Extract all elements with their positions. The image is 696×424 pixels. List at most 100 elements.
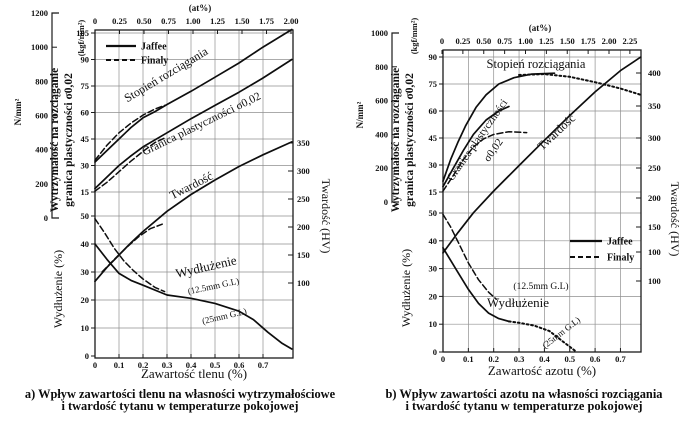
curve-path — [94, 218, 166, 293]
tick-label-strength: 30 — [81, 160, 90, 170]
tick-label-top: 0.75 — [497, 36, 512, 46]
tick-label-outer: 0 — [384, 197, 388, 207]
tick-label-hv: 200 — [648, 193, 661, 203]
curve-path — [518, 73, 642, 96]
tick-label-elongation: 40 — [429, 236, 438, 246]
tick-label-strength: 60 — [81, 107, 90, 117]
axis-label-strength-2: granica plastyczności σ0,02 — [63, 73, 75, 207]
tick-label-outer: 0 — [44, 213, 48, 223]
tick-label-outer: 600 — [35, 111, 48, 121]
axis-label-elongation: Wydłużenie (%) — [399, 249, 413, 327]
tick-label-top: 0.25 — [112, 16, 127, 26]
curve-path — [94, 141, 293, 283]
axis-label-nmm2: N/mm² — [355, 101, 365, 128]
tick-label-outer: 600 — [375, 96, 388, 106]
curve-path — [101, 223, 163, 273]
curve-path — [442, 72, 556, 183]
caption-b-line1: b) Wpływ zawartości azotu na własności r… — [385, 387, 663, 401]
curve-label: Twardość — [534, 111, 578, 153]
plot-border — [442, 49, 642, 353]
plot-border — [94, 29, 294, 359]
tick-label-hv: 400 — [648, 68, 661, 78]
curve-path — [442, 213, 497, 300]
tick-label-hv: 250 — [648, 163, 661, 173]
tick-label-elongation: 30 — [81, 267, 90, 277]
axis-unit-kgf: (kgf/mm²) — [409, 18, 419, 55]
tick-label-outer: 400 — [35, 145, 48, 155]
tick-label-bottom: 0.7 — [615, 354, 626, 364]
tick-label-top: 1.50 — [235, 16, 250, 26]
tick-label-strength: 15 — [81, 187, 90, 197]
axis-label-at-percent: (at%) — [189, 3, 212, 13]
curve-path — [94, 104, 166, 161]
curve-label: Stopień rozciągania — [122, 44, 211, 105]
tick-label-hv: 250 — [297, 194, 310, 204]
tick-label-elongation: 40 — [81, 239, 90, 249]
curve-label: (12.5mm G.L) — [187, 276, 240, 297]
tick-label-outer: 800 — [375, 62, 388, 72]
tick-label-elongation: 30 — [429, 264, 438, 274]
legend-label: Jaffee — [141, 42, 167, 53]
tick-label-outer: 400 — [375, 129, 388, 139]
curve-path — [94, 243, 293, 350]
curve-label: (25mm G.L) — [201, 306, 248, 326]
curve-path — [94, 58, 293, 190]
tick-label-bottom: 0.4 — [186, 360, 197, 370]
tick-label-bottom: 0.7 — [258, 360, 269, 370]
tick-label-bottom: 0 — [441, 354, 445, 364]
tick-label-outer: 800 — [35, 76, 48, 86]
tick-label-elongation: 0 — [433, 347, 437, 357]
tick-label-hv: 150 — [648, 222, 661, 232]
tick-label-top: 0.50 — [476, 36, 491, 46]
tick-label-strength: 75 — [429, 79, 438, 89]
curve-label: Wydłużenie — [174, 252, 238, 281]
curve-path — [442, 105, 510, 188]
curve-path — [442, 56, 642, 254]
tick-label-bottom: 0.6 — [590, 354, 601, 364]
tick-label-strength: 15 — [429, 187, 438, 197]
curve-label: (12.5mm G.L) — [513, 281, 568, 292]
curve-path — [94, 28, 293, 163]
curve-label: σ0,02 — [481, 137, 505, 165]
tick-label-strength: 75 — [81, 81, 90, 91]
tick-label-bottom: 0.2 — [488, 354, 499, 364]
curve-label: (25mm G.L) — [540, 315, 582, 351]
chart-oxygen: 120010008006004002000N/mm²(kgf/mm²)10590… — [13, 3, 333, 381]
tick-label-top: 0.50 — [137, 16, 152, 26]
tick-label-strength: 60 — [429, 106, 438, 116]
tick-label-elongation: 50 — [81, 211, 90, 221]
caption-b-line2: i twardość tytanu w temperaturze pokojow… — [405, 399, 643, 414]
caption-a-line1: a) Wpływ zawartości tlenu na własności w… — [24, 387, 336, 401]
caption-a-line2: i twardość tytanu w temperaturze pokojow… — [61, 399, 299, 414]
caption-b: b) Wpływ zawartości azotu na własności r… — [352, 387, 696, 414]
tick-label-bottom: 0.5 — [210, 360, 221, 370]
tick-label-strength: 45 — [429, 133, 438, 143]
tick-label-strength: 90 — [81, 54, 90, 64]
tick-label-hv: 300 — [297, 166, 310, 176]
tick-label-top: 2.00 — [284, 16, 299, 26]
axis-label-strength-1: Wytrzymałość na rozciąganie — [390, 68, 402, 212]
tick-label-elongation: 20 — [81, 295, 90, 305]
chart-nitrogen: 10008006004002000N/mm²(kgf/mm²)907560453… — [355, 18, 682, 378]
curve-label: Wydłużenie — [487, 295, 549, 310]
tick-label-top: 0 — [440, 36, 444, 46]
tick-label-outer: 1200 — [31, 8, 48, 18]
tick-label-bottom: 0.4 — [539, 354, 550, 364]
tick-label-outer: 200 — [375, 163, 388, 173]
tick-label-hv: 100 — [648, 247, 661, 257]
legend-label: Finaly — [607, 253, 634, 264]
tick-label-hv: 100 — [297, 278, 310, 288]
tick-label-elongation: 10 — [81, 323, 90, 333]
tick-label-top: 1.00 — [518, 36, 533, 46]
curve-path — [442, 246, 510, 323]
axis-unit-kgf: (kgf/mm²) — [76, 20, 86, 57]
axis-label-strength-1: Wytrzymałość na rozciąganie — [49, 68, 61, 212]
tick-label-hv: 150 — [297, 250, 310, 260]
tick-label-top: 1.00 — [186, 16, 201, 26]
axis-label-elongation: Wydłużenie (%) — [51, 250, 65, 328]
axis-label-x: Zawartość azotu (%) — [488, 363, 596, 378]
tick-label-hv: 350 — [648, 101, 661, 111]
tick-label-hv: 350 — [297, 138, 310, 148]
